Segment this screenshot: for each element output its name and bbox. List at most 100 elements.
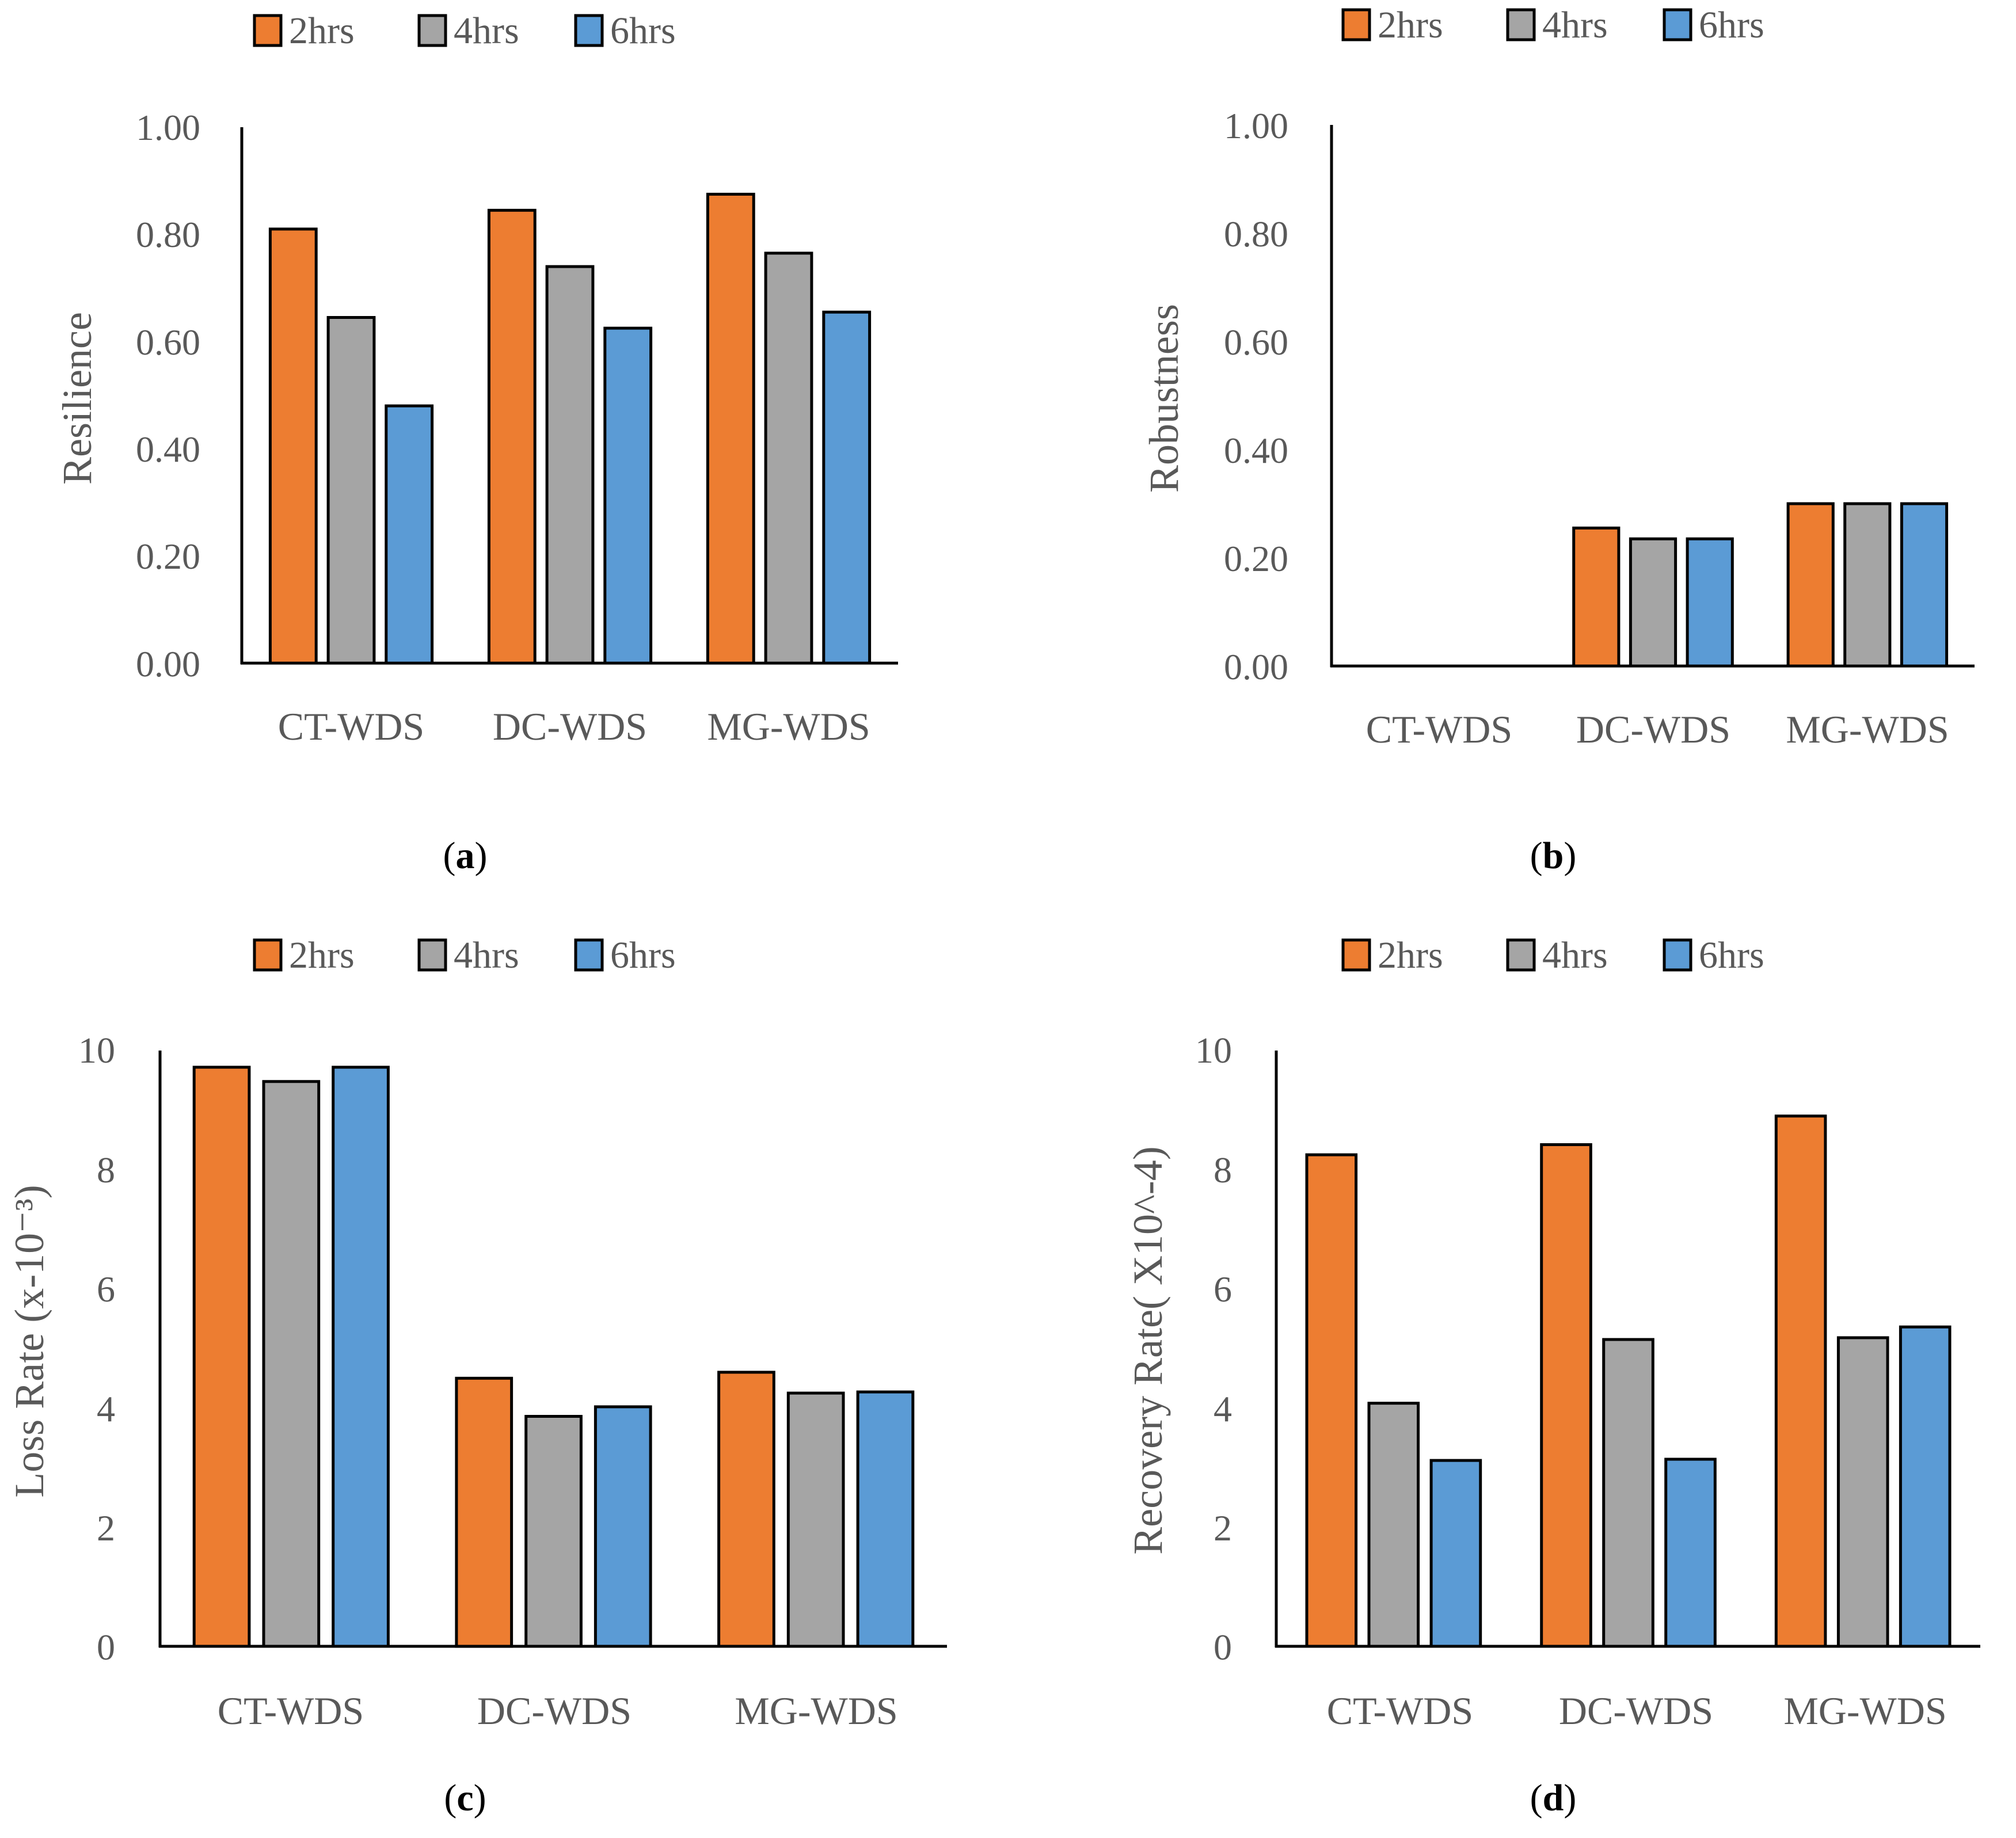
y-tick-label: 0.20 bbox=[136, 536, 200, 577]
x-ticks-a: CT-WDS DC-WDS MG-WDS bbox=[278, 705, 870, 748]
legend-swatch-4hrs bbox=[1506, 8, 1536, 41]
y-tick-label: 0 bbox=[97, 1627, 115, 1668]
bar-dc-wds-6hrs bbox=[1686, 537, 1734, 668]
x-tick-label: CT-WDS bbox=[1366, 707, 1512, 751]
legend-label-2hrs: 2hrs bbox=[289, 10, 355, 52]
legend-label-6hrs: 6hrs bbox=[1699, 934, 1764, 976]
x-tick-label: CT-WDS bbox=[278, 705, 424, 748]
y-tick-label: 0.40 bbox=[136, 429, 200, 470]
bar-mg-wds-2hrs bbox=[1786, 502, 1835, 668]
caption-a: (a) bbox=[443, 835, 488, 877]
bar-dc-wds-2hrs bbox=[455, 1376, 513, 1648]
y-tick-label: 2 bbox=[1214, 1508, 1232, 1548]
y-tick-label: 6 bbox=[97, 1269, 115, 1310]
legend-swatch-6hrs bbox=[1663, 938, 1692, 972]
bar-mg-wds-4hrs bbox=[1843, 502, 1892, 668]
legend-label-6hrs: 6hrs bbox=[610, 10, 676, 52]
legend-swatch-6hrs bbox=[574, 14, 604, 47]
y-tick-label: 1.00 bbox=[1224, 105, 1288, 146]
bar-ct-wds-2hrs bbox=[1305, 1153, 1358, 1648]
y-axis-label-b: Robustness bbox=[1141, 304, 1187, 493]
caption-c: (c) bbox=[444, 1777, 486, 1819]
bar-dc-wds-6hrs bbox=[594, 1405, 652, 1648]
bar-ct-wds-4hrs bbox=[262, 1080, 321, 1648]
caption-b: (b) bbox=[1530, 835, 1577, 877]
y-tick-label: 6 bbox=[1214, 1269, 1232, 1310]
x-tick-label: CT-WDS bbox=[218, 1689, 364, 1733]
legend-c: 2hrs 4hrs 6hrs bbox=[253, 934, 676, 976]
legend-label-4hrs: 4hrs bbox=[454, 934, 519, 976]
legend-a: 2hrs 4hrs 6hrs bbox=[253, 10, 676, 52]
bars-b bbox=[1572, 502, 1949, 668]
chart-d: 2hrs 4hrs 6hrs Recovery Rate( X10^-4) 0 … bbox=[1125, 934, 1980, 1819]
legend-label-2hrs: 2hrs bbox=[1378, 4, 1443, 46]
y-tick-label: 8 bbox=[97, 1150, 115, 1190]
legend-swatch-2hrs bbox=[1341, 8, 1371, 41]
y-ticks-c: 0 2 4 6 8 10 bbox=[78, 1030, 115, 1668]
bar-ct-wds-6hrs bbox=[332, 1065, 390, 1648]
y-tick-label: 4 bbox=[1214, 1388, 1232, 1429]
bars-d bbox=[1305, 1114, 1952, 1648]
x-tick-label: MG-WDS bbox=[707, 705, 870, 748]
chart-c: 2hrs 4hrs 6hrs Loss Rate (x-10⁻³) 0 2 4 … bbox=[6, 934, 947, 1819]
bar-ct-wds-2hrs bbox=[268, 227, 318, 665]
y-tick-label: 10 bbox=[78, 1030, 115, 1071]
bar-dc-wds-2hrs bbox=[1540, 1143, 1592, 1648]
y-axis-label-a: Resilience bbox=[54, 312, 100, 485]
legend-label-6hrs: 6hrs bbox=[1699, 4, 1764, 46]
x-tick-label: DC-WDS bbox=[477, 1689, 632, 1733]
bars-a bbox=[268, 192, 872, 665]
y-tick-label: 0.40 bbox=[1224, 430, 1288, 471]
y-tick-label: 0.00 bbox=[136, 644, 200, 684]
x-tick-label: DC-WDS bbox=[493, 705, 647, 748]
legend-swatch-2hrs bbox=[253, 14, 283, 47]
y-tick-label: 10 bbox=[1195, 1030, 1232, 1071]
legend-b: 2hrs 4hrs 6hrs bbox=[1341, 4, 1764, 46]
legend-swatch-2hrs bbox=[1341, 938, 1371, 972]
y-tick-label: 0.20 bbox=[1224, 538, 1288, 579]
legend-label-4hrs: 4hrs bbox=[1542, 4, 1608, 46]
bar-mg-wds-4hrs bbox=[764, 252, 813, 665]
y-axis-label-d: Recovery Rate( X10^-4) bbox=[1125, 1146, 1171, 1555]
bar-mg-wds-6hrs bbox=[856, 1390, 915, 1648]
bar-mg-wds-6hrs bbox=[822, 310, 872, 665]
bar-ct-wds-6hrs bbox=[385, 404, 434, 665]
y-tick-label: 4 bbox=[97, 1388, 115, 1429]
bar-dc-wds-4hrs bbox=[1602, 1338, 1654, 1648]
y-tick-label: 0.80 bbox=[1224, 214, 1288, 254]
legend-label-4hrs: 4hrs bbox=[454, 10, 519, 52]
legend-swatch-4hrs bbox=[417, 14, 447, 47]
y-tick-label: 0 bbox=[1214, 1627, 1232, 1668]
bar-ct-wds-4hrs bbox=[326, 316, 376, 665]
x-tick-label: MG-WDS bbox=[1783, 1689, 1946, 1733]
y-ticks-d: 0 2 4 6 8 10 bbox=[1195, 1030, 1232, 1668]
y-tick-label: 0.00 bbox=[1224, 646, 1288, 687]
bar-mg-wds-6hrs bbox=[1900, 502, 1949, 668]
y-axis-label-c: Loss Rate (x-10⁻³) bbox=[6, 1185, 52, 1497]
x-ticks-b: CT-WDS DC-WDS MG-WDS bbox=[1366, 707, 1949, 751]
bar-ct-wds-2hrs bbox=[192, 1065, 251, 1648]
legend-swatch-6hrs bbox=[1663, 8, 1692, 41]
caption-d: (d) bbox=[1530, 1777, 1577, 1819]
bar-dc-wds-6hrs bbox=[603, 326, 653, 665]
legend-swatch-2hrs bbox=[253, 938, 283, 972]
legend-swatch-6hrs bbox=[574, 938, 604, 972]
bar-mg-wds-2hrs bbox=[1774, 1114, 1827, 1648]
bar-dc-wds-4hrs bbox=[1629, 537, 1678, 668]
x-tick-label: MG-WDS bbox=[1786, 707, 1949, 751]
legend-d: 2hrs 4hrs 6hrs bbox=[1341, 934, 1764, 976]
bar-dc-wds-2hrs bbox=[1572, 526, 1621, 668]
x-tick-label: DC-WDS bbox=[1559, 1689, 1713, 1733]
bar-dc-wds-4hrs bbox=[545, 265, 595, 665]
x-tick-label: MG-WDS bbox=[735, 1689, 897, 1733]
y-tick-label: 2 bbox=[97, 1508, 115, 1548]
y-tick-label: 0.60 bbox=[1224, 322, 1288, 363]
chart-a: 2hrs 4hrs 6hrs Resilience 0.00 0.20 0.40… bbox=[54, 10, 898, 877]
legend-swatch-4hrs bbox=[1506, 938, 1536, 972]
x-tick-label: CT-WDS bbox=[1327, 1689, 1473, 1733]
y-tick-label: 8 bbox=[1214, 1150, 1232, 1190]
bar-dc-wds-4hrs bbox=[524, 1415, 583, 1648]
y-ticks-b: 0.00 0.20 0.40 0.60 0.80 1.00 bbox=[1224, 105, 1288, 687]
bars-c bbox=[192, 1065, 915, 1648]
